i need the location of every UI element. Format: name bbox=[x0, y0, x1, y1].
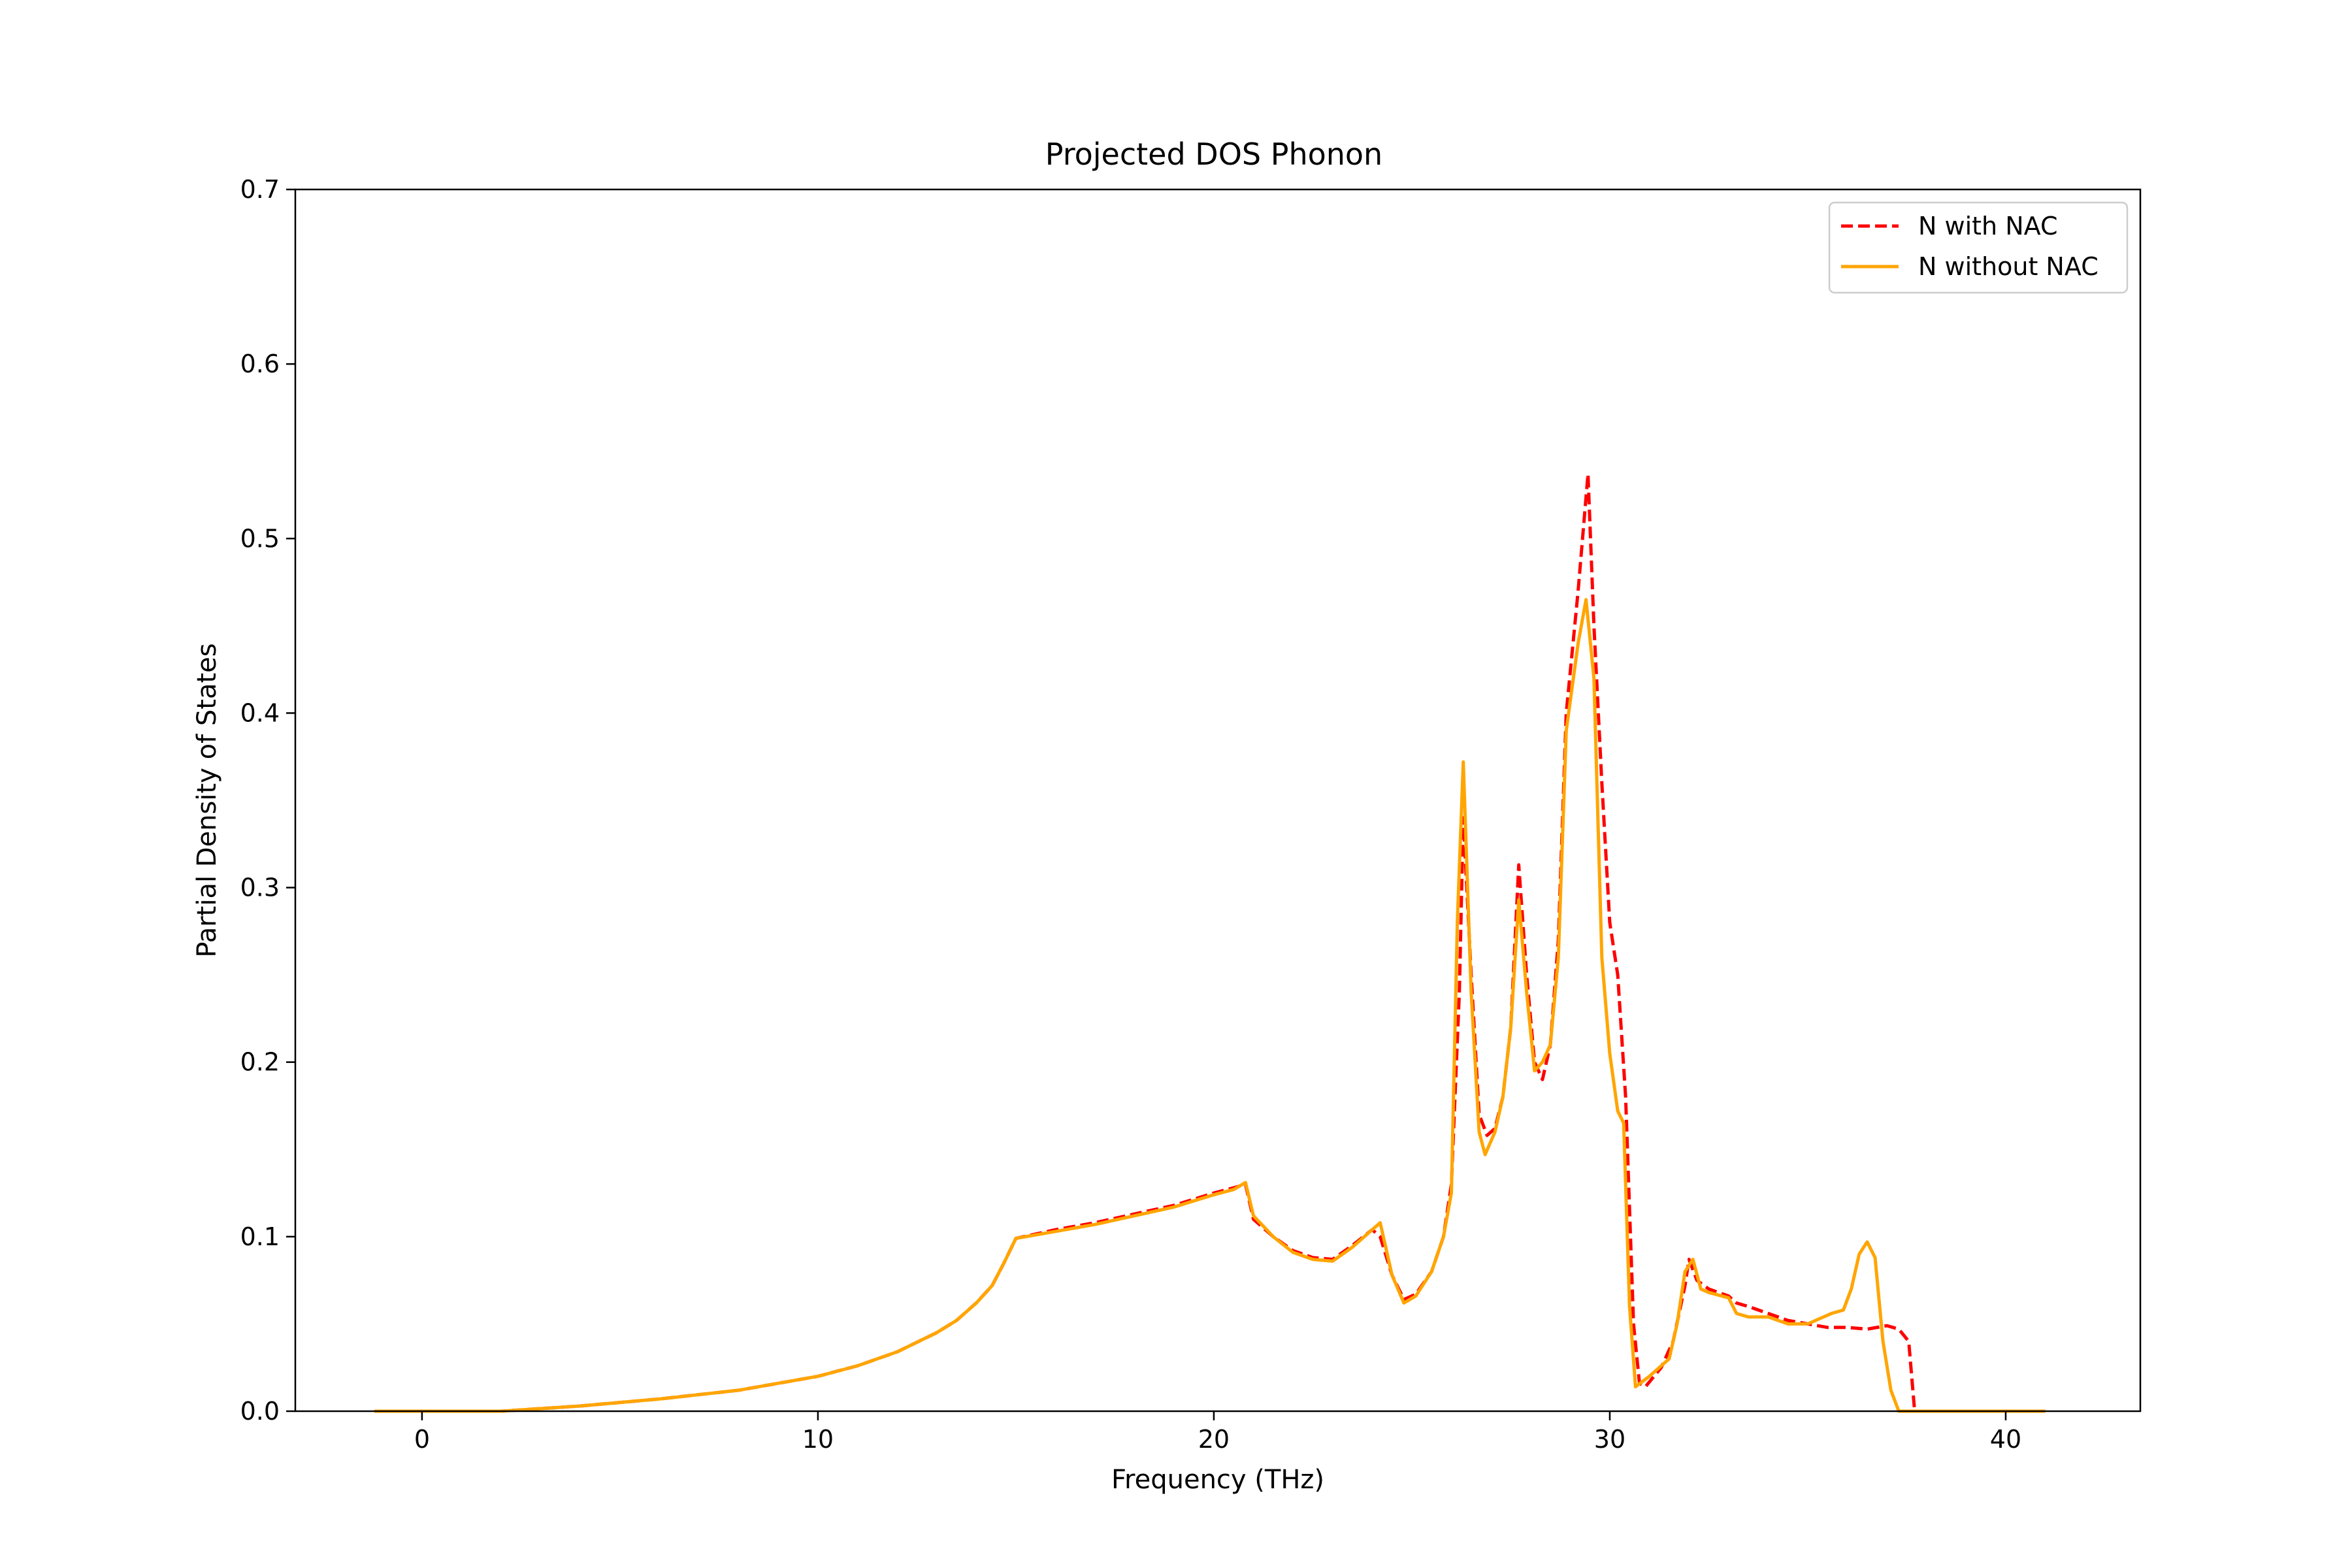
legend: N with NAC N without NAC bbox=[1828, 201, 2129, 294]
legend-label-n-with-nac: N with NAC bbox=[1918, 212, 2058, 240]
legend-box bbox=[1828, 201, 2129, 294]
y-tick-label: 0.5 bbox=[240, 524, 280, 553]
y-axis: 0.0 0.1 0.2 0.3 0.4 0.5 0.6 0.7 bbox=[240, 175, 295, 1426]
chart-title: Projected DOS Phonon bbox=[1045, 137, 1382, 172]
x-tick-label: 10 bbox=[802, 1425, 834, 1454]
series-layer bbox=[374, 472, 2046, 1413]
y-tick-label: 0.6 bbox=[240, 350, 280, 378]
plot-frame bbox=[294, 188, 2142, 1413]
y-tick-label: 0.2 bbox=[240, 1048, 280, 1077]
x-tick-label: 40 bbox=[1990, 1425, 2021, 1454]
x-axis-label: Frequency (THz) bbox=[1111, 1465, 1324, 1495]
x-axis: 0 10 20 30 40 bbox=[414, 1411, 2021, 1454]
y-tick-label: 0.0 bbox=[240, 1397, 280, 1426]
y-tick-label: 0.4 bbox=[240, 698, 280, 727]
x-tick-label: 30 bbox=[1594, 1425, 1625, 1454]
x-tick-label: 20 bbox=[1198, 1425, 1230, 1454]
y-tick-label: 0.3 bbox=[240, 874, 280, 902]
legend-label-n-without-nac: N without NAC bbox=[1918, 252, 2099, 281]
y-axis-label: Partial Density of States bbox=[192, 643, 222, 957]
x-tick-label: 0 bbox=[414, 1425, 430, 1454]
series-line-n-without-nac bbox=[374, 598, 2046, 1413]
y-tick-label: 0.7 bbox=[240, 175, 280, 204]
y-tick-label: 0.1 bbox=[240, 1222, 280, 1251]
